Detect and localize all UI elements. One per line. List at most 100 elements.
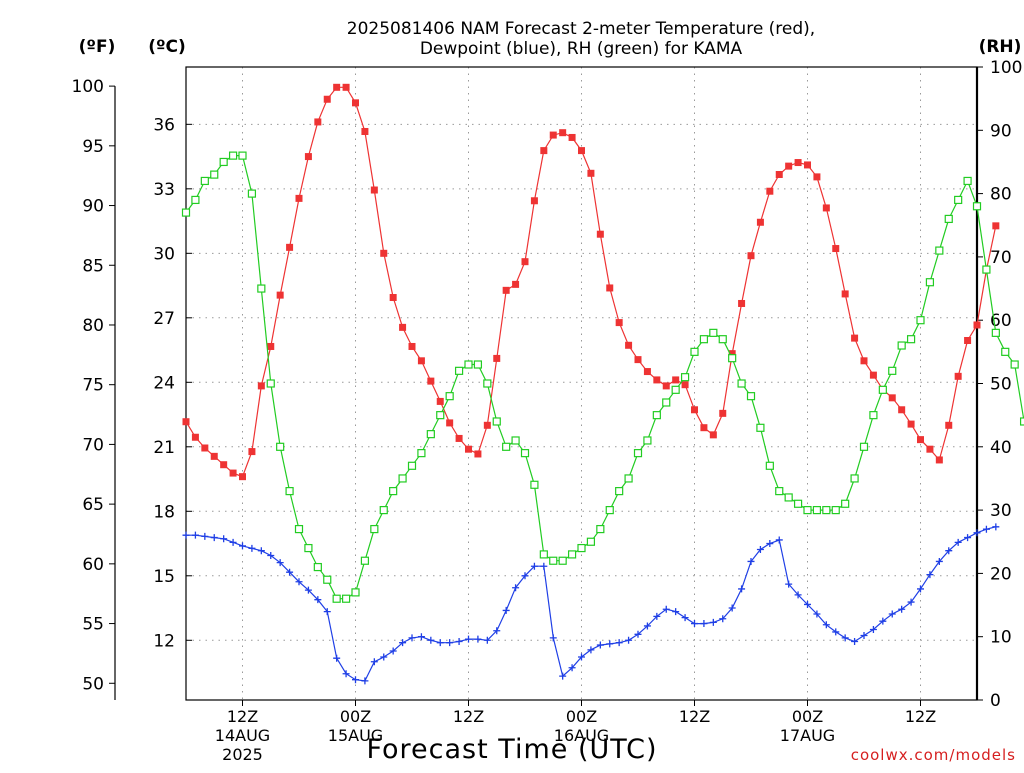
rh-point <box>399 475 406 482</box>
x-tick-time-label: 00Z <box>792 707 823 726</box>
temperature-point <box>945 422 952 429</box>
temperature-point <box>248 448 255 455</box>
rh-point <box>879 386 886 393</box>
chart-title-line1: 2025081406 NAM Forecast 2-meter Temperat… <box>347 19 815 39</box>
rh-point <box>418 450 425 457</box>
temperature-point <box>663 382 670 389</box>
rh-point <box>710 329 717 336</box>
dewpoint-point <box>672 608 679 615</box>
grid-lines <box>186 67 977 700</box>
dewpoint-point <box>766 540 773 547</box>
x-tick-date-label: 14AUG <box>215 726 270 745</box>
temperature-point <box>870 372 877 379</box>
plot-frame <box>186 67 977 700</box>
temperature-point <box>776 171 783 178</box>
temperature-point <box>484 422 491 429</box>
rh-point <box>183 209 190 216</box>
temperature-point <box>230 470 237 477</box>
rh-point <box>484 380 491 387</box>
dewpoint-point <box>343 670 350 677</box>
rh-point <box>267 380 274 387</box>
dewpoint-point <box>992 523 999 530</box>
dewpoint-point <box>597 642 604 649</box>
temperature-point <box>220 461 227 468</box>
dewpoint-point <box>625 637 632 644</box>
rh-point <box>437 412 444 419</box>
rh-point <box>456 367 463 374</box>
rh-point <box>936 247 943 254</box>
dewpoint-point <box>474 636 481 643</box>
f-tick-label: 90 <box>82 197 104 217</box>
temperature-point <box>898 406 905 413</box>
dewpoint-point <box>682 614 689 621</box>
rh-point <box>813 507 820 514</box>
rh-tick-label: 10 <box>990 628 1012 648</box>
dewpoint-point <box>691 620 698 627</box>
dewpoint-point <box>371 658 378 665</box>
rh-point <box>776 488 783 495</box>
temperature-point <box>324 96 331 103</box>
rh-point <box>795 500 802 507</box>
rh-point <box>719 336 726 343</box>
rh-point <box>427 431 434 438</box>
rh-point <box>955 196 962 203</box>
temperature-point <box>917 436 924 443</box>
temperature-point <box>314 118 321 125</box>
temperature-point <box>192 434 199 441</box>
dewpoint-point <box>738 585 745 592</box>
temperature-point <box>748 252 755 259</box>
dewpoint-point <box>220 535 227 542</box>
temperature-point <box>795 159 802 166</box>
temperature-point <box>625 342 632 349</box>
temperature-point <box>550 132 557 139</box>
f-tick-label: 70 <box>82 435 104 455</box>
rh-tick-label: 40 <box>990 438 1012 458</box>
temperature-point <box>578 147 585 154</box>
rh-point <box>503 443 510 450</box>
temperature-point <box>183 418 190 425</box>
temperature-point <box>851 335 858 342</box>
temperature-point <box>569 134 576 141</box>
rh-tick-label: 90 <box>990 121 1012 141</box>
temperature-point <box>343 84 350 91</box>
rh-point <box>926 279 933 286</box>
rh-point <box>474 361 481 368</box>
temperature-point <box>409 343 416 350</box>
rh-point <box>766 462 773 469</box>
temperature-point <box>672 376 679 383</box>
dewpoint-point <box>248 545 255 552</box>
temperature-point <box>277 292 284 299</box>
temperature-point <box>926 446 933 453</box>
temperature-point <box>201 444 208 451</box>
rh-point <box>258 285 265 292</box>
rh-point <box>804 507 811 514</box>
x-tick-time-label: 12Z <box>679 707 710 726</box>
x-tick-year-label: 2025 <box>222 745 263 764</box>
dewpoint-point <box>776 536 783 543</box>
rh-point <box>522 450 529 457</box>
rh-point <box>870 412 877 419</box>
chart-title-line2: Dewpoint (blue), RH (green) for KAMA <box>420 39 743 59</box>
dewpoint-point <box>211 534 218 541</box>
temperature-point <box>823 204 830 211</box>
c-tick-label: 36 <box>153 115 175 135</box>
rh-point <box>352 589 359 596</box>
rh-point <box>371 526 378 533</box>
temperature-point <box>258 382 265 389</box>
rh-point <box>465 361 472 368</box>
x-tick-time-label: 00Z <box>340 707 371 726</box>
temperature-point <box>700 424 707 431</box>
rh-point <box>748 393 755 400</box>
x-axis-label: Forecast Time (UTC) <box>366 734 657 765</box>
temperature-point <box>766 188 773 195</box>
dewpoint-point <box>230 539 237 546</box>
rh-point <box>974 203 981 210</box>
temperature-point <box>559 129 566 136</box>
temperature-point <box>842 290 849 297</box>
temperature-point <box>371 187 378 194</box>
f-tick-label: 55 <box>82 615 104 635</box>
temperature-point <box>503 287 510 294</box>
dewpoint-point <box>503 607 510 614</box>
temperature-point <box>418 357 425 364</box>
rh-axis-label: (RH) <box>979 37 1022 57</box>
